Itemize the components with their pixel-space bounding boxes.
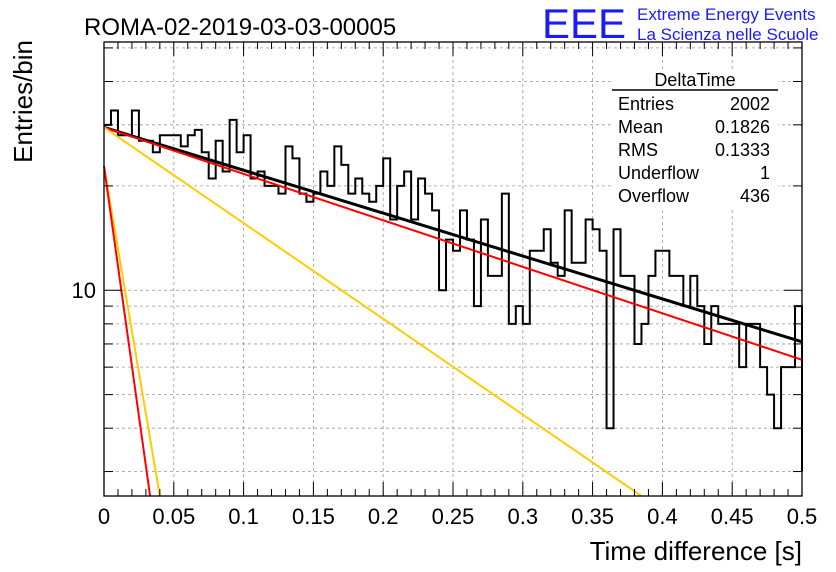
logo-line2: La Scienza nelle Scuole (637, 25, 818, 44)
stats-value-underflow: 1 (760, 163, 770, 183)
x-tick-label: 0.2 (368, 504, 399, 529)
stats-box-frame (612, 72, 778, 210)
fit-curve (103, 126, 643, 497)
x-tick-label: 0.35 (571, 504, 614, 529)
chart-title: ROMA-02-2019-03-03-00005 (84, 14, 396, 41)
x-tick-label: 0.45 (711, 504, 754, 529)
x-tick-label: 0.05 (152, 504, 195, 529)
histogram (104, 109, 803, 472)
stats-label-entries: Entries (618, 94, 674, 114)
x-tick-label: 0.1 (228, 504, 259, 529)
y-tick-label: 10 (72, 278, 96, 303)
stats-box-title: DeltaTime (654, 70, 735, 90)
x-tick-label: 0.25 (432, 504, 475, 529)
fit-curve (103, 126, 803, 361)
stats-box: DeltaTime Entries 2002 Mean 0.1826 RMS 0… (612, 70, 778, 210)
x-tick-label: 0.5 (787, 504, 818, 529)
x-tick-label: 0.15 (292, 504, 335, 529)
stats-value-rms: 0.1333 (715, 140, 770, 160)
logo-mark: EEE (542, 0, 626, 47)
x-tick-label: 0.4 (647, 504, 678, 529)
stats-value-entries: 2002 (730, 94, 770, 114)
stats-value-mean: 0.1826 (715, 117, 770, 137)
logo-line1: Extreme Energy Events (637, 5, 816, 24)
y-axis-label: Entries/bin (8, 40, 38, 163)
x-axis-label: Time difference [s] (590, 536, 802, 566)
stats-label-rms: RMS (618, 140, 658, 160)
x-tick-label: 0.3 (508, 504, 539, 529)
stats-value-overflow: 436 (740, 186, 770, 206)
stats-label-mean: Mean (618, 117, 663, 137)
fit-curves (103, 125, 803, 497)
stats-label-overflow: Overflow (618, 186, 690, 206)
fit-curve (103, 166, 152, 497)
axis-ticks: 0 0.05 0.1 0.15 0.2 0.25 0.3 0.35 0.4 0.45 0.5 10 (72, 42, 818, 529)
histogram-line (104, 109, 803, 472)
x-tick-label: 0 (98, 504, 110, 529)
stats-label-underflow: Underflow (618, 163, 700, 183)
fit-curve (103, 165, 161, 497)
fit-curve (103, 125, 803, 344)
